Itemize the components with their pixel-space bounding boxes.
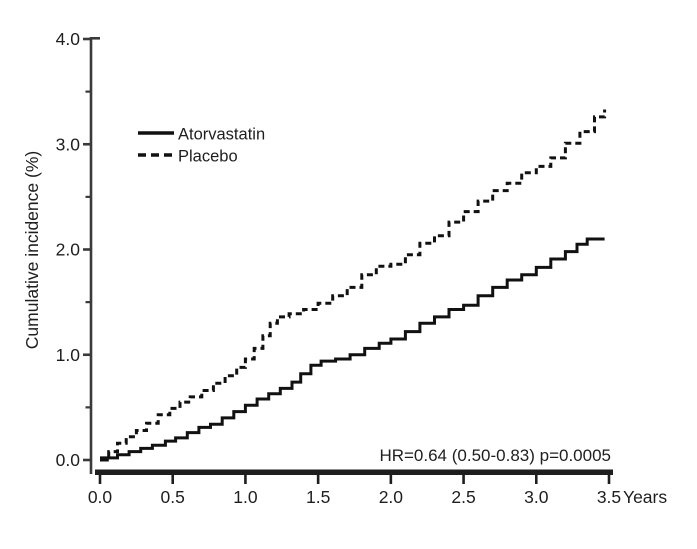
legend-label-placebo: Placebo [178, 148, 238, 166]
x-tick-label: 1.0 [233, 487, 258, 507]
x-tick-label: 0.5 [161, 487, 185, 507]
y-axis-title: Cumulative incidence (%) [22, 151, 42, 349]
x-tick-label: 0.0 [88, 487, 113, 507]
survival-curves [100, 109, 607, 462]
x-axis-unit-label: Years [623, 487, 667, 507]
y-tick-label: 0.0 [56, 450, 81, 470]
x-tick-label: 2.5 [451, 487, 475, 507]
y-axis: 0.0 1.0 2.0 3.0 4.0 [56, 29, 100, 474]
x-tick-label: 2.0 [379, 487, 404, 507]
y-tick-label: 4.0 [56, 29, 81, 49]
x-tick-label: 1.5 [306, 487, 330, 507]
hr-annotation: HR=0.64 (0.50-0.83) p=0.0005 [379, 446, 611, 465]
y-tick-label: 3.0 [56, 134, 81, 154]
curve-atorvastatin [100, 237, 605, 462]
y-tick-label: 2.0 [56, 240, 81, 260]
curve-placebo [100, 109, 607, 460]
x-axis-baseline [95, 469, 613, 475]
legend: Atorvastatin Placebo [138, 126, 265, 166]
legend-label-atorvastatin: Atorvastatin [178, 126, 265, 144]
y-tick-label: 1.0 [56, 345, 81, 365]
x-tick-label: 3.5 [597, 487, 621, 507]
x-axis: 0.0 0.5 1.0 1.5 2.0 2.5 3.0 3.5 [88, 469, 621, 507]
x-tick-label: 3.0 [524, 487, 549, 507]
